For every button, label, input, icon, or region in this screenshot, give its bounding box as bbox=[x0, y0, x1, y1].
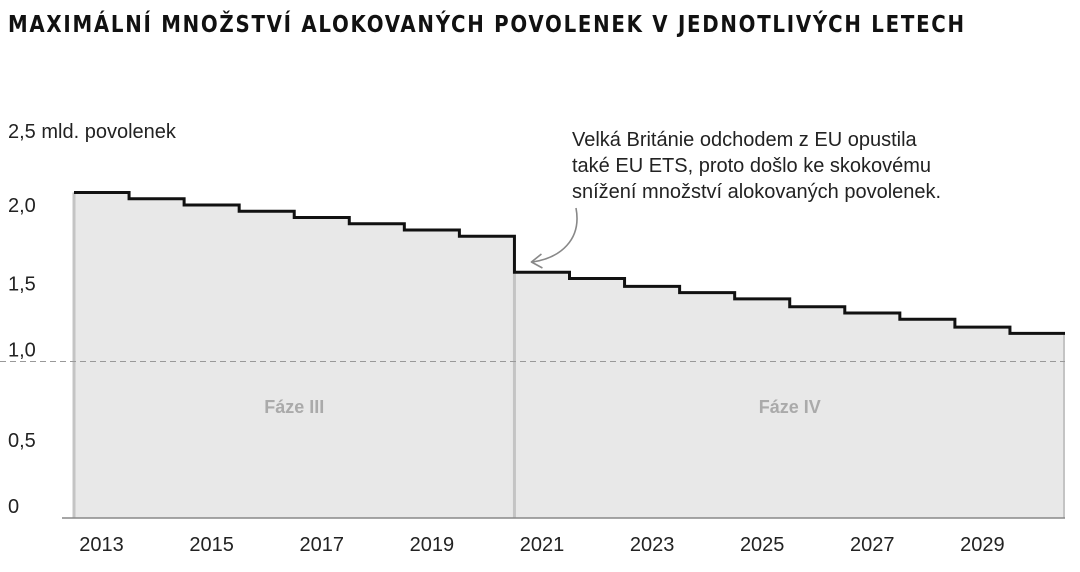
annotation-arrow bbox=[532, 207, 578, 263]
x-tick-label: 2013 bbox=[79, 534, 124, 556]
series-line bbox=[74, 190, 1065, 335]
chart-title: MAXIMÁLNÍ MNOŽSTVÍ ALOKOVANÝCH POVOLENEK… bbox=[8, 12, 966, 38]
phase-label: Fáze III bbox=[264, 397, 324, 417]
x-tick-label: 2027 bbox=[850, 534, 895, 556]
x-tick-label: 2021 bbox=[520, 534, 565, 556]
y-tick-label: 2,0 bbox=[8, 195, 36, 217]
phase-label: Fáze IV bbox=[759, 397, 821, 417]
annotation-text: Velká Británie odchodem z EU opustila bbox=[572, 129, 918, 151]
annotation-arrowhead bbox=[530, 253, 543, 269]
y-tick-label: 0,5 bbox=[8, 430, 36, 452]
x-tick-label: 2019 bbox=[410, 534, 455, 556]
x-tick-label: 2015 bbox=[189, 534, 234, 556]
annotation-text: také EU ETS, proto došlo ke skokovému bbox=[572, 155, 931, 177]
y-axis-label: 2,5 mld. povolenek bbox=[8, 121, 177, 143]
y-tick-label: 1,5 bbox=[8, 273, 36, 295]
x-tick-label: 2025 bbox=[740, 534, 785, 556]
x-tick-label: 2023 bbox=[630, 534, 675, 556]
y-tick-label: 0 bbox=[8, 496, 19, 518]
annotation-text: snížení množství alokovaných povolenek. bbox=[572, 181, 941, 203]
x-tick-label: 2029 bbox=[960, 534, 1005, 556]
y-tick-label: 1,0 bbox=[8, 340, 36, 362]
x-tick-label: 2017 bbox=[300, 534, 345, 556]
area-fill bbox=[74, 192, 1065, 519]
